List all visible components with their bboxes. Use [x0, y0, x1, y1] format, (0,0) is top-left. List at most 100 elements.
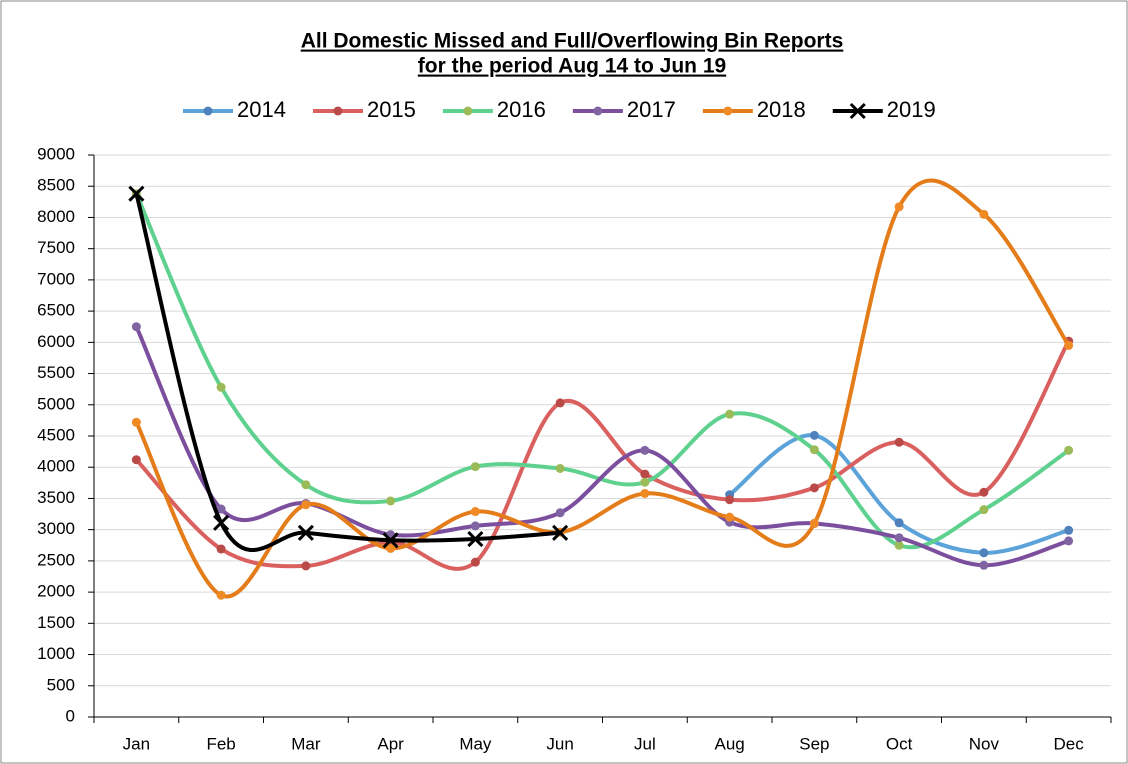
legend-marker	[463, 106, 473, 116]
data-point	[1064, 340, 1074, 350]
y-tick-label: 8000	[37, 207, 75, 226]
x-tick-label: Jun	[546, 734, 573, 753]
x-tick-label: Feb	[206, 734, 235, 753]
y-tick-label: 5000	[37, 394, 75, 413]
y-tick-label: 2000	[37, 582, 75, 601]
y-tick-label: 7500	[37, 238, 75, 257]
data-point	[386, 496, 396, 506]
x-tick-label: May	[459, 734, 492, 753]
y-tick-label: 1000	[37, 644, 75, 663]
data-point	[640, 488, 650, 498]
data-point	[640, 477, 650, 487]
data-point	[809, 445, 819, 455]
data-point	[809, 518, 819, 528]
data-point	[131, 322, 141, 332]
y-tick-label: 4000	[37, 457, 75, 476]
data-point	[467, 530, 484, 548]
legend-marker	[593, 106, 603, 116]
data-point	[216, 544, 226, 554]
data-point	[979, 505, 989, 515]
y-tick-label: 7000	[37, 269, 75, 288]
legend-marker	[203, 106, 213, 116]
data-point	[1064, 536, 1074, 546]
x-tick-label: Sep	[799, 734, 829, 753]
data-point	[979, 548, 989, 558]
y-tick-label: 9000	[37, 144, 75, 163]
y-tick-label: 5500	[37, 363, 75, 382]
data-point	[809, 483, 819, 493]
data-point	[470, 557, 480, 567]
data-point	[470, 462, 480, 472]
series-line	[728, 433, 1070, 555]
y-tick-label: 8500	[37, 176, 75, 195]
data-point	[131, 455, 141, 465]
x-tick-label: Nov	[969, 734, 1000, 753]
y-tick-label: 3500	[37, 488, 75, 507]
legend-label: 2019	[887, 97, 936, 122]
data-point	[725, 409, 735, 419]
data-point	[894, 540, 904, 550]
data-point	[301, 500, 311, 510]
data-point	[640, 445, 650, 455]
data-point	[213, 514, 230, 531]
data-point	[725, 495, 735, 505]
data-point	[894, 437, 904, 447]
y-tick-label: 0	[66, 706, 75, 725]
data-point	[979, 560, 989, 570]
data-point	[1064, 445, 1074, 455]
data-point	[301, 561, 311, 571]
legend-label: 2016	[497, 97, 546, 122]
series-line	[134, 178, 1071, 599]
chart-subtitle: for the period Aug 14 to Jun 19	[418, 55, 726, 78]
data-point	[552, 524, 569, 541]
x-tick-label: Aug	[715, 734, 745, 753]
series-line	[134, 192, 1070, 550]
data-point	[131, 417, 141, 427]
data-point	[216, 504, 226, 514]
x-tick-label: Apr	[377, 734, 404, 753]
legend-label: 2017	[627, 97, 676, 122]
data-point	[640, 469, 650, 479]
chart-title: All Domestic Missed and Full/Overflowing…	[301, 30, 844, 53]
data-point	[386, 543, 396, 553]
data-point	[301, 480, 311, 490]
data-point	[894, 518, 904, 528]
data-point	[894, 533, 904, 543]
legend-marker	[333, 106, 343, 116]
data-point	[216, 590, 226, 600]
y-tick-label: 6000	[37, 332, 75, 351]
data-point	[555, 508, 565, 518]
x-tick-label: Mar	[291, 734, 321, 753]
data-point	[297, 524, 314, 541]
data-point	[725, 512, 735, 522]
y-tick-label: 1500	[37, 613, 75, 632]
legend-marker	[849, 102, 866, 120]
legend-label: 2018	[757, 97, 806, 122]
x-tick-label: Jan	[123, 734, 150, 753]
y-tick-label: 2500	[37, 550, 75, 569]
data-point	[1064, 525, 1074, 535]
data-point	[128, 185, 145, 202]
x-tick-label: Oct	[886, 734, 913, 753]
x-tick-label: Jul	[634, 734, 656, 753]
data-point	[216, 382, 226, 392]
legend-marker	[723, 106, 733, 116]
y-tick-label: 500	[47, 675, 75, 694]
data-point	[979, 487, 989, 497]
data-point	[470, 521, 480, 531]
data-point	[382, 532, 399, 549]
x-tick-label: Dec	[1054, 734, 1085, 753]
data-point	[555, 463, 565, 473]
data-point	[809, 430, 819, 440]
legend-label: 2014	[237, 97, 286, 122]
legend-label: 2015	[367, 97, 416, 122]
y-tick-label: 6500	[37, 301, 75, 320]
data-point	[470, 507, 480, 517]
data-point	[979, 209, 989, 219]
data-point	[555, 398, 565, 408]
data-point	[894, 202, 904, 212]
y-tick-label: 3000	[37, 519, 75, 538]
y-tick-label: 4500	[37, 425, 75, 444]
